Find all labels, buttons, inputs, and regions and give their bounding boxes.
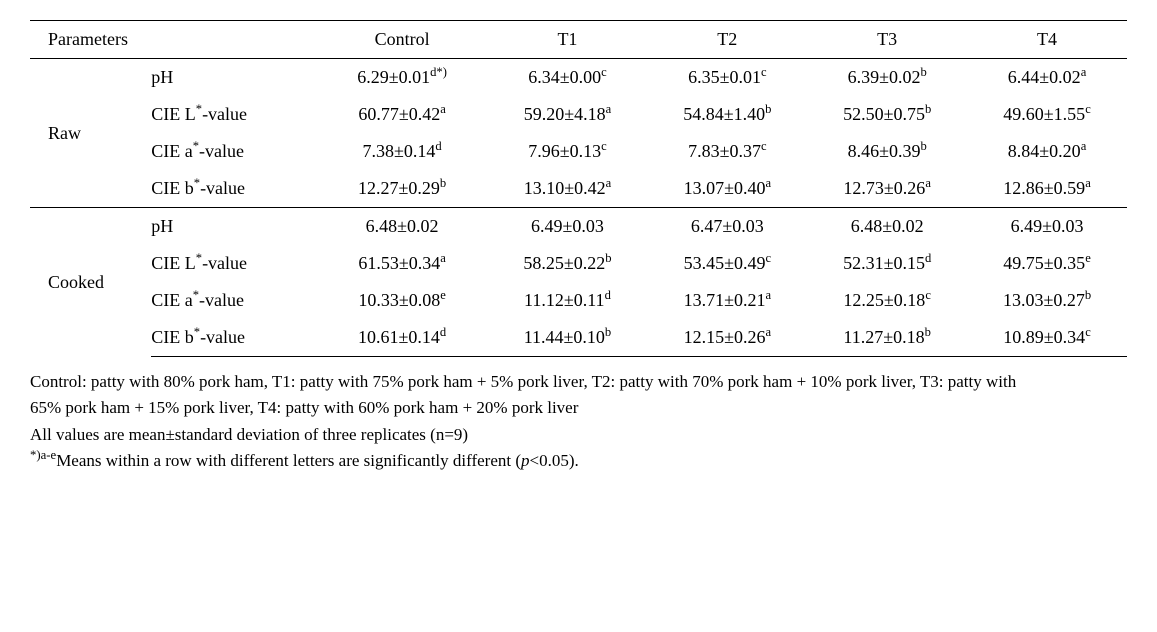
data-cell: 6.47±0.03 bbox=[647, 208, 807, 246]
data-cell: 11.44±0.10b bbox=[488, 319, 648, 357]
data-cell: 11.12±0.11d bbox=[488, 282, 648, 319]
param-label: CIE a*-value bbox=[151, 282, 316, 319]
data-cell: 6.44±0.02a bbox=[967, 59, 1127, 96]
data-cell: 6.35±0.01c bbox=[647, 59, 807, 96]
param-label: CIE b*-value bbox=[151, 170, 316, 208]
data-cell: 6.34±0.00c bbox=[488, 59, 648, 96]
data-cell: 52.31±0.15d bbox=[807, 245, 967, 282]
row-group-cooked: Cooked bbox=[30, 208, 151, 357]
data-cell: 6.49±0.03 bbox=[967, 208, 1127, 246]
data-cell: 7.83±0.37c bbox=[647, 133, 807, 170]
data-cell: 54.84±1.40b bbox=[647, 96, 807, 133]
col-t4: T4 bbox=[967, 21, 1127, 59]
col-t2: T2 bbox=[647, 21, 807, 59]
footnote-p: p bbox=[521, 451, 530, 470]
param-label: pH bbox=[151, 59, 316, 96]
data-cell: 12.73±0.26a bbox=[807, 170, 967, 208]
col-t1: T1 bbox=[488, 21, 648, 59]
data-cell: 13.71±0.21a bbox=[647, 282, 807, 319]
data-cell: 58.25±0.22b bbox=[488, 245, 648, 282]
data-cell: 12.25±0.18c bbox=[807, 282, 967, 319]
data-cell: 49.60±1.55c bbox=[967, 96, 1127, 133]
data-cell: 6.48±0.02 bbox=[807, 208, 967, 246]
table-row: CIE b*-value10.61±0.14d11.44±0.10b12.15±… bbox=[30, 319, 1127, 357]
row-group-raw: Raw bbox=[30, 59, 151, 208]
data-cell: 61.53±0.34a bbox=[317, 245, 488, 282]
param-label: CIE a*-value bbox=[151, 133, 316, 170]
param-label: CIE b*-value bbox=[151, 319, 316, 357]
data-cell: 7.38±0.14d bbox=[317, 133, 488, 170]
data-cell: 8.84±0.20a bbox=[967, 133, 1127, 170]
table-row: CookedpH6.48±0.026.49±0.036.47±0.036.48±… bbox=[30, 208, 1127, 246]
table-row: CIE a*-value7.38±0.14d7.96±0.13c7.83±0.3… bbox=[30, 133, 1127, 170]
data-cell: 6.29±0.01d*) bbox=[317, 59, 488, 96]
col-control: Control bbox=[317, 21, 488, 59]
table-row: CIE L*-value60.77±0.42a59.20±4.18a54.84±… bbox=[30, 96, 1127, 133]
table-row: RawpH6.29±0.01d*)6.34±0.00c6.35±0.01c6.3… bbox=[30, 59, 1127, 96]
table-row: CIE a*-value10.33±0.08e11.12±0.11d13.71±… bbox=[30, 282, 1127, 319]
data-cell: 6.49±0.03 bbox=[488, 208, 648, 246]
param-label: CIE L*-value bbox=[151, 245, 316, 282]
footnote-text-b: <0.05). bbox=[530, 451, 579, 470]
data-cell: 6.48±0.02 bbox=[317, 208, 488, 246]
table-row: CIE b*-value12.27±0.29b13.10±0.42a13.07±… bbox=[30, 170, 1127, 208]
data-cell: 6.39±0.02b bbox=[807, 59, 967, 96]
col-parameters: Parameters bbox=[30, 21, 317, 59]
data-cell: 11.27±0.18b bbox=[807, 319, 967, 357]
footnote-treatments: Control: patty with 80% pork ham, T1: pa… bbox=[30, 369, 1030, 422]
footnote-significance: *)a-eMeans within a row with different l… bbox=[30, 448, 1030, 474]
data-cell: 10.33±0.08e bbox=[317, 282, 488, 319]
data-cell: 12.86±0.59a bbox=[967, 170, 1127, 208]
data-cell: 7.96±0.13c bbox=[488, 133, 648, 170]
table-row: CIE L*-value61.53±0.34a58.25±0.22b53.45±… bbox=[30, 245, 1127, 282]
footnote-text-a: Means within a row with different letter… bbox=[56, 451, 521, 470]
param-label: CIE L*-value bbox=[151, 96, 316, 133]
data-table: Parameters Control T1 T2 T3 T4 RawpH6.29… bbox=[30, 20, 1127, 357]
data-cell: 49.75±0.35e bbox=[967, 245, 1127, 282]
data-cell: 8.46±0.39b bbox=[807, 133, 967, 170]
data-cell: 10.61±0.14d bbox=[317, 319, 488, 357]
param-label: pH bbox=[151, 208, 316, 246]
data-cell: 13.10±0.42a bbox=[488, 170, 648, 208]
data-cell: 13.07±0.40a bbox=[647, 170, 807, 208]
table-header-row: Parameters Control T1 T2 T3 T4 bbox=[30, 21, 1127, 59]
data-cell: 12.15±0.26a bbox=[647, 319, 807, 357]
col-t3: T3 bbox=[807, 21, 967, 59]
data-cell: 52.50±0.75b bbox=[807, 96, 967, 133]
data-cell: 13.03±0.27b bbox=[967, 282, 1127, 319]
data-cell: 12.27±0.29b bbox=[317, 170, 488, 208]
data-cell: 10.89±0.34c bbox=[967, 319, 1127, 357]
data-cell: 53.45±0.49c bbox=[647, 245, 807, 282]
footnotes: Control: patty with 80% pork ham, T1: pa… bbox=[30, 369, 1030, 474]
data-cell: 60.77±0.42a bbox=[317, 96, 488, 133]
data-cell: 59.20±4.18a bbox=[488, 96, 648, 133]
footnote-replicates: All values are mean±standard deviation o… bbox=[30, 422, 1030, 448]
table-body: RawpH6.29±0.01d*)6.34±0.00c6.35±0.01c6.3… bbox=[30, 59, 1127, 357]
